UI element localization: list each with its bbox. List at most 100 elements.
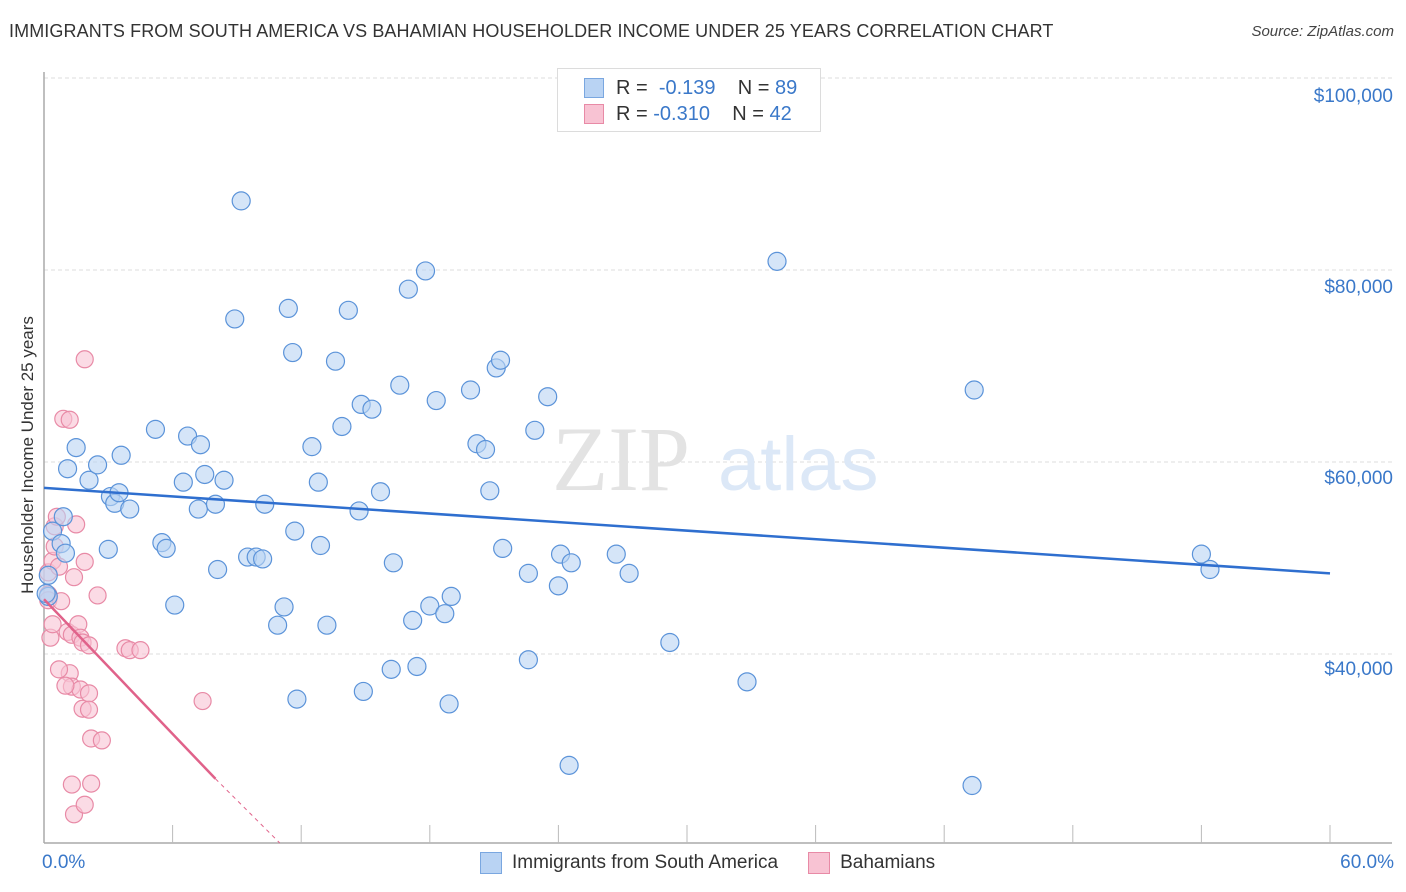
r-label: R = bbox=[616, 76, 648, 99]
data-point[interactable] bbox=[441, 586, 461, 607]
data-point[interactable] bbox=[64, 568, 84, 587]
data-point[interactable] bbox=[548, 576, 569, 596]
data-point[interactable] bbox=[302, 437, 322, 457]
data-point[interactable] bbox=[131, 641, 150, 660]
data-point[interactable] bbox=[403, 610, 423, 631]
data-point[interactable] bbox=[308, 472, 328, 492]
data-point[interactable] bbox=[38, 565, 58, 585]
data-point[interactable] bbox=[398, 279, 418, 299]
data-point[interactable] bbox=[56, 676, 75, 695]
data-point[interactable] bbox=[381, 659, 401, 679]
data-point[interactable] bbox=[325, 351, 346, 371]
data-point[interactable] bbox=[79, 684, 99, 703]
data-point[interactable] bbox=[407, 656, 427, 677]
data-point[interactable] bbox=[55, 543, 76, 563]
data-point[interactable] bbox=[79, 470, 99, 490]
data-point[interactable] bbox=[737, 672, 757, 692]
data-point[interactable] bbox=[173, 472, 193, 492]
legend-item-bahamians[interactable]: Bahamians bbox=[808, 852, 935, 874]
data-point[interactable] bbox=[287, 689, 307, 709]
data-point[interactable] bbox=[435, 604, 455, 624]
data-point[interactable] bbox=[1191, 544, 1212, 564]
data-point[interactable] bbox=[87, 455, 108, 475]
data-point[interactable] bbox=[349, 501, 369, 521]
data-point[interactable] bbox=[53, 507, 73, 527]
data-point[interactable] bbox=[111, 445, 131, 465]
data-point[interactable] bbox=[66, 438, 86, 458]
data-point[interactable] bbox=[188, 499, 208, 519]
data-point[interactable] bbox=[475, 439, 496, 460]
data-point[interactable] bbox=[338, 300, 358, 320]
data-point[interactable] bbox=[460, 380, 481, 400]
data-point[interactable] bbox=[962, 775, 982, 796]
data-point[interactable] bbox=[208, 559, 228, 580]
data-point[interactable] bbox=[480, 481, 500, 501]
data-point[interactable] bbox=[285, 521, 305, 541]
data-point[interactable] bbox=[190, 435, 211, 455]
data-point[interactable] bbox=[518, 563, 538, 583]
data-point[interactable] bbox=[426, 390, 446, 411]
data-point[interactable] bbox=[619, 563, 639, 583]
y-tick-60000: $60,000 bbox=[1324, 468, 1393, 489]
data-point[interactable] bbox=[390, 375, 410, 395]
data-point[interactable] bbox=[420, 596, 440, 616]
data-point[interactable] bbox=[415, 261, 436, 281]
data-point[interactable] bbox=[88, 586, 107, 605]
data-point[interactable] bbox=[231, 191, 251, 211]
data-point[interactable] bbox=[156, 538, 176, 559]
trend-line-immigrants bbox=[43, 486, 1331, 575]
data-point[interactable] bbox=[439, 694, 459, 714]
data-point[interactable] bbox=[75, 795, 94, 814]
data-point[interactable] bbox=[767, 251, 787, 271]
data-point[interactable] bbox=[606, 544, 626, 564]
legend-item-immigrants[interactable]: Immigrants from South America bbox=[480, 852, 778, 874]
data-point[interactable] bbox=[559, 755, 579, 775]
data-point[interactable] bbox=[82, 774, 101, 793]
data-point[interactable] bbox=[165, 595, 185, 615]
data-point[interactable] bbox=[75, 552, 94, 571]
chart-title: IMMIGRANTS FROM SOUTH AMERICA VS BAHAMIA… bbox=[9, 21, 1054, 41]
data-point[interactable] bbox=[332, 416, 352, 437]
data-point[interactable] bbox=[195, 464, 215, 485]
data-point[interactable] bbox=[120, 499, 140, 519]
data-point[interactable] bbox=[274, 597, 294, 617]
data-point[interactable] bbox=[92, 731, 111, 750]
data-point[interactable] bbox=[43, 615, 62, 634]
data-point[interactable] bbox=[98, 539, 118, 559]
data-point[interactable] bbox=[660, 632, 680, 653]
data-point[interactable] bbox=[193, 691, 212, 711]
data-point[interactable] bbox=[490, 350, 511, 370]
data-point[interactable] bbox=[317, 615, 337, 635]
data-point[interactable] bbox=[214, 470, 234, 490]
source-label: Source: ZipAtlas.com bbox=[1251, 23, 1394, 40]
data-point[interactable] bbox=[225, 309, 245, 329]
data-point[interactable] bbox=[1200, 559, 1220, 580]
data-point[interactable] bbox=[278, 298, 298, 318]
data-point[interactable] bbox=[538, 387, 558, 407]
trend-line-bahamians bbox=[43, 598, 217, 780]
data-point[interactable] bbox=[370, 482, 391, 502]
data-point[interactable] bbox=[493, 538, 513, 559]
data-point[interactable] bbox=[561, 553, 581, 573]
data-point[interactable] bbox=[79, 700, 99, 719]
data-point[interactable] bbox=[383, 553, 403, 573]
watermark-atlas: atlas bbox=[718, 422, 879, 507]
data-point[interactable] bbox=[310, 535, 331, 556]
y-tick-100000: $100,000 bbox=[1313, 86, 1393, 107]
data-point[interactable] bbox=[283, 342, 303, 363]
data-point[interactable] bbox=[362, 399, 382, 419]
data-point[interactable] bbox=[145, 419, 166, 439]
data-point[interactable] bbox=[253, 549, 273, 569]
data-point[interactable] bbox=[75, 350, 94, 369]
pink-swatch-icon bbox=[808, 852, 831, 874]
data-point[interactable] bbox=[525, 420, 545, 440]
data-point[interactable] bbox=[60, 410, 79, 429]
data-point[interactable] bbox=[964, 380, 984, 400]
data-point[interactable] bbox=[353, 681, 373, 702]
data-point[interactable] bbox=[62, 775, 81, 794]
data-point[interactable] bbox=[57, 459, 78, 479]
data-point[interactable] bbox=[49, 660, 69, 679]
data-point[interactable] bbox=[518, 650, 538, 670]
data-point[interactable] bbox=[268, 615, 288, 635]
